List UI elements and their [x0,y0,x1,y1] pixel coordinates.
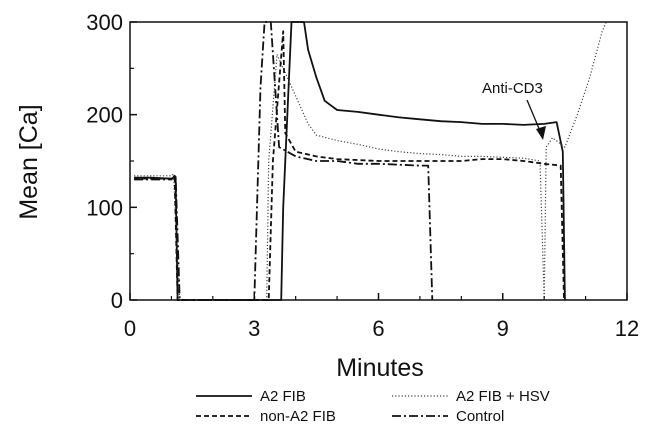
legend: A2 FIB A2 FIB + HSV non-A2 FIB Control [196,388,550,425]
x-axis-title: Minutes [336,354,424,382]
series-line-non-a2-fib [134,30,565,301]
x-tick-label: 3 [248,316,260,341]
annotation-arrowhead [536,126,546,140]
series-line-a2-fib-hsv [134,21,607,301]
ticks-layer: 0 3 6 9 12 0 100 200 300 [86,10,639,341]
y-tick-label: 300 [86,10,123,35]
x-tick-label: 0 [124,316,136,341]
y-tick-label: 200 [86,103,123,128]
y-axis-title: Mean [Ca] [15,104,43,219]
legend-label: A2 FIB + HSV [456,388,550,405]
series-line-a2-fib [134,21,566,301]
legend-label: non-A2 FIB [260,408,336,425]
annotation-layer: Anti-CD3 [482,80,546,140]
x-tick-label: 9 [497,316,509,341]
legend-label: A2 FIB [260,388,306,405]
legend-label: Control [456,408,504,425]
x-tick-label: 6 [372,316,384,341]
series-layer [134,21,607,301]
y-tick-label: 100 [86,195,123,220]
annotation-anti-cd3: Anti-CD3 [482,80,543,97]
y-tick-label: 0 [111,288,123,313]
x-tick-label: 12 [615,316,639,341]
